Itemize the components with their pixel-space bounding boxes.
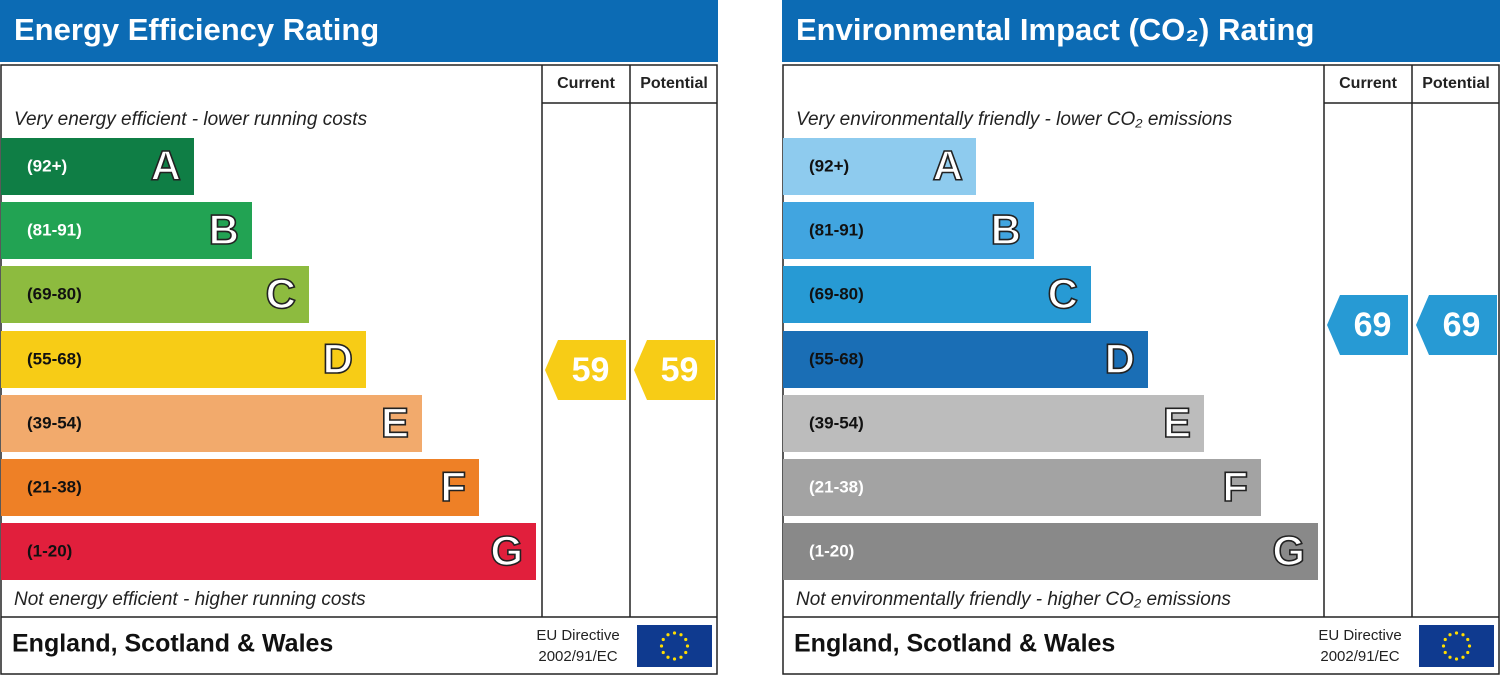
eu-star bbox=[679, 633, 683, 637]
bottom-note: Not environmentally friendly - higher CO… bbox=[796, 589, 1231, 610]
eu-star bbox=[659, 644, 664, 648]
eu-flag bbox=[637, 625, 712, 667]
eu-star bbox=[1448, 655, 1452, 659]
column-header: Current bbox=[1339, 75, 1397, 92]
rating-band bbox=[783, 138, 976, 195]
band-range: (39-54) bbox=[27, 413, 82, 432]
band-range: (1-20) bbox=[809, 541, 854, 560]
rating-band bbox=[1, 138, 194, 195]
band-letter: F bbox=[1222, 463, 1248, 510]
footer-directive: 2002/91/EC bbox=[538, 648, 617, 665]
rating-band bbox=[1, 395, 422, 452]
band-letter: D bbox=[1105, 335, 1135, 382]
eu-star bbox=[1466, 637, 1470, 642]
rating-band bbox=[783, 459, 1261, 516]
header-bar bbox=[782, 0, 1500, 62]
footer-region: England, Scotland & Wales bbox=[794, 630, 1115, 658]
band-range: (55-68) bbox=[809, 349, 864, 368]
eu-star bbox=[1441, 644, 1446, 648]
band-letter: C bbox=[266, 270, 296, 317]
band-letter: D bbox=[323, 335, 353, 382]
band-range: (92+) bbox=[809, 156, 849, 175]
band-letter: E bbox=[1163, 399, 1191, 446]
footer-directive: EU Directive bbox=[536, 627, 619, 644]
panel-title: Environmental Impact (CO₂) Rating bbox=[796, 12, 1314, 47]
rating-arrow bbox=[1327, 295, 1408, 355]
eu-star bbox=[1461, 633, 1465, 637]
rating-value: 59 bbox=[661, 351, 699, 389]
header-bar bbox=[0, 0, 718, 62]
band-letter: E bbox=[381, 399, 409, 446]
eu-star bbox=[684, 637, 688, 642]
eu-star bbox=[1466, 650, 1470, 655]
rating-band bbox=[1, 331, 366, 388]
band-range: (69-80) bbox=[27, 284, 82, 303]
footer-directive: EU Directive bbox=[1318, 627, 1401, 644]
eu-star bbox=[672, 631, 677, 635]
band-range: (81-91) bbox=[809, 220, 864, 239]
eu-star bbox=[685, 644, 690, 648]
band-range: (81-91) bbox=[27, 220, 82, 239]
eu-star bbox=[684, 650, 688, 655]
eu-star bbox=[661, 650, 665, 655]
band-letter: C bbox=[1048, 270, 1078, 317]
eu-star bbox=[1443, 650, 1447, 655]
rating-band bbox=[1, 202, 252, 259]
band-letter: B bbox=[991, 206, 1021, 253]
eu-star bbox=[1443, 637, 1447, 642]
band-letter: B bbox=[209, 206, 239, 253]
rating-value: 69 bbox=[1354, 306, 1392, 344]
eu-star bbox=[666, 633, 670, 637]
eu-flag bbox=[1419, 625, 1494, 667]
band-range: (92+) bbox=[27, 156, 67, 175]
eu-star bbox=[672, 657, 677, 661]
rating-band bbox=[783, 202, 1034, 259]
footer-region: England, Scotland & Wales bbox=[12, 630, 333, 658]
rating-band bbox=[1, 266, 309, 323]
top-note: Very energy efficient - lower running co… bbox=[14, 109, 368, 130]
top-note: Very environmentally friendly - lower CO… bbox=[796, 109, 1233, 130]
band-letter: A bbox=[151, 142, 181, 189]
band-range: (1-20) bbox=[27, 541, 72, 560]
band-range: (21-38) bbox=[809, 477, 864, 496]
eu-star bbox=[1448, 633, 1452, 637]
column-header: Current bbox=[557, 75, 615, 92]
rating-band bbox=[783, 523, 1318, 580]
band-range: (69-80) bbox=[809, 284, 864, 303]
rating-band bbox=[783, 266, 1091, 323]
eu-star bbox=[1467, 644, 1472, 648]
rating-arrow bbox=[545, 340, 626, 400]
rating-band bbox=[783, 331, 1148, 388]
rating-arrow bbox=[634, 340, 715, 400]
eu-star bbox=[661, 637, 665, 642]
eu-star bbox=[1454, 631, 1459, 635]
rating-band bbox=[1, 523, 536, 580]
eu-star bbox=[666, 655, 670, 659]
rating-arrow bbox=[1416, 295, 1497, 355]
rating-value: 69 bbox=[1443, 306, 1481, 344]
band-range: (21-38) bbox=[27, 477, 82, 496]
band-letter: G bbox=[1272, 527, 1305, 574]
band-range: (55-68) bbox=[27, 349, 82, 368]
footer-directive: 2002/91/EC bbox=[1320, 648, 1399, 665]
column-header: Potential bbox=[640, 75, 708, 92]
bottom-note: Not energy efficient - higher running co… bbox=[14, 589, 366, 610]
band-range: (39-54) bbox=[809, 413, 864, 432]
rating-value: 59 bbox=[572, 351, 610, 389]
rating-band bbox=[1, 459, 479, 516]
band-letter: A bbox=[933, 142, 963, 189]
column-header: Potential bbox=[1422, 75, 1490, 92]
eu-star bbox=[1454, 657, 1459, 661]
band-letter: G bbox=[490, 527, 523, 574]
band-letter: F bbox=[440, 463, 466, 510]
rating-band bbox=[783, 395, 1204, 452]
panel-title: Energy Efficiency Rating bbox=[14, 12, 379, 47]
eu-star bbox=[1461, 655, 1465, 659]
eu-star bbox=[679, 655, 683, 659]
